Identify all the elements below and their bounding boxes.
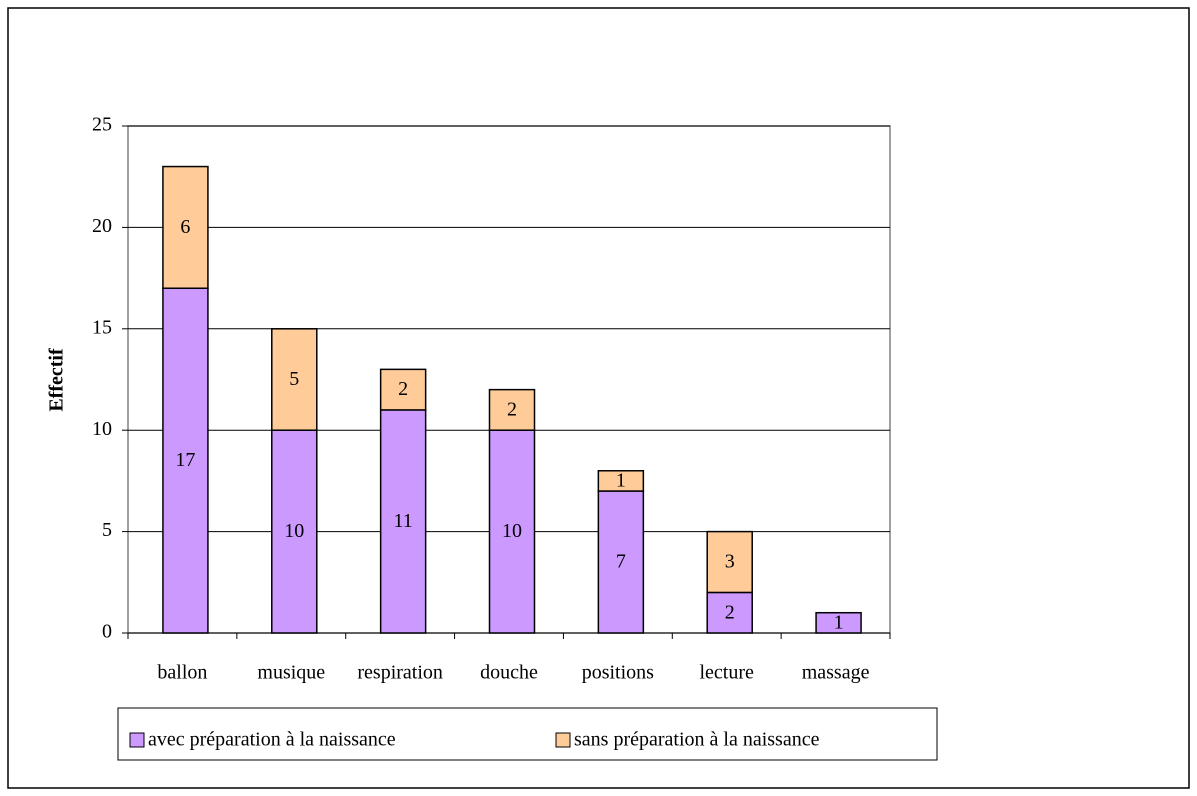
data-label: 2: [725, 601, 735, 623]
data-label: 6: [180, 216, 190, 238]
x-tick-label: lecture: [700, 662, 755, 684]
data-label: 2: [507, 399, 517, 421]
x-tick-label: douche: [480, 662, 538, 684]
y-tick-label: 25: [92, 114, 112, 136]
data-label: 10: [502, 520, 522, 542]
legend-label: avec préparation à la naissance: [148, 729, 396, 751]
bar-segment: [271, 328, 318, 431]
y-tick-label: 0: [102, 621, 112, 643]
x-tick-label: ballon: [157, 662, 207, 684]
legend-swatch: [555, 732, 571, 748]
x-tick-label: positions: [582, 662, 654, 684]
bar-segment: [706, 530, 753, 594]
x-tick-label: respiration: [357, 662, 443, 684]
x-tick-label: musique: [257, 662, 325, 684]
legend-swatch: [129, 732, 145, 748]
y-axis-label: Effectif: [46, 348, 68, 412]
bar-segment: [488, 388, 536, 431]
data-label: 10: [284, 520, 304, 542]
x-tick-label: massage: [802, 662, 870, 684]
data-label: 7: [616, 551, 626, 573]
data-label: 17: [175, 449, 195, 471]
y-tick-label: 10: [92, 418, 112, 440]
bar-segment: [379, 368, 427, 411]
bar-segment: [488, 429, 536, 634]
bar-segment: [271, 429, 318, 634]
y-tick-label: 15: [92, 316, 112, 338]
bar-segment: [706, 591, 753, 634]
legend-label: sans préparation à la naissance: [574, 729, 820, 751]
bar-segment: [597, 470, 645, 492]
y-tick-label: 20: [92, 215, 112, 237]
data-label: 2: [398, 378, 408, 400]
legend-box: [117, 707, 938, 761]
data-label: 1: [834, 611, 844, 633]
data-label: 11: [394, 510, 413, 532]
bar-segment: [379, 409, 427, 634]
data-label: 5: [289, 368, 299, 390]
data-label: 1: [616, 469, 626, 491]
data-label: 3: [725, 551, 735, 573]
bar-segment: [162, 165, 209, 289]
bar-segment: [815, 611, 862, 634]
y-tick-label: 5: [102, 519, 112, 541]
